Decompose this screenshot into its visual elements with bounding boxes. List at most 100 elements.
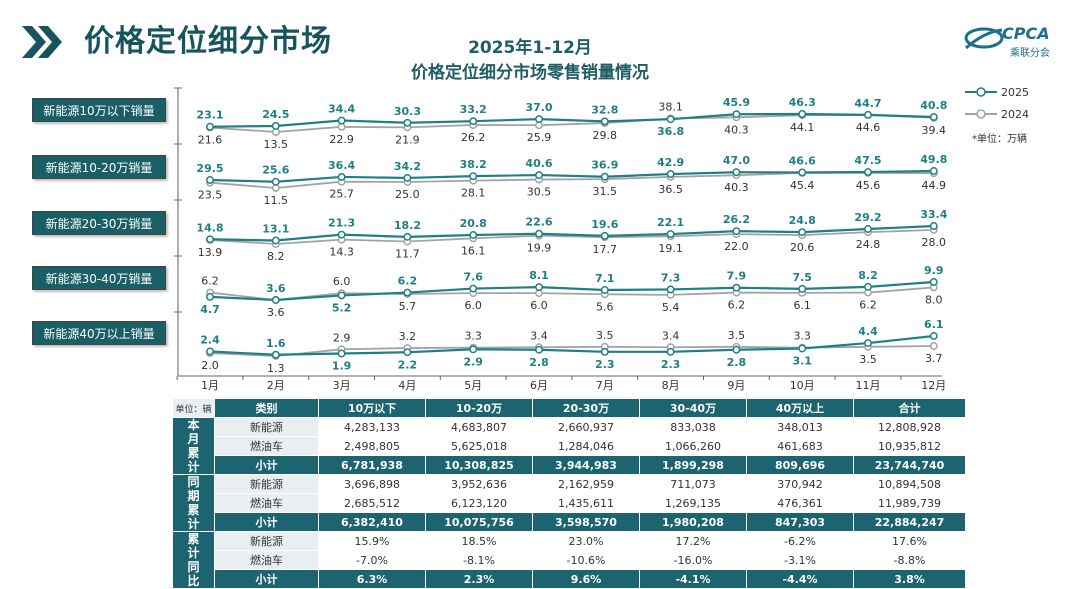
data-label-2025: 2.9 [463, 355, 483, 368]
data-label-2025: 6.2 [398, 275, 418, 288]
table-value-cell: -7.0% [318, 550, 426, 570]
data-point-2025 [206, 347, 214, 356]
data-label-2025: 2.3 [661, 358, 681, 371]
table-value-cell: 5,625,018 [425, 436, 533, 456]
table-value-cell: 833,038 [639, 417, 747, 437]
table-category-cell: 燃油车 [214, 550, 319, 570]
series-line-2025-panel-2 [209, 169, 934, 183]
data-label-2024: 21.9 [395, 133, 420, 146]
data-label-2025: 45.9 [723, 96, 750, 109]
table-value-cell: 1,435,611 [532, 493, 640, 513]
x-tick-label: 8月 [662, 379, 680, 392]
data-point-2025 [206, 235, 214, 244]
table-value-cell: 10,935,812 [853, 436, 966, 456]
data-label-2025: 3.1 [792, 355, 812, 368]
data-label-2025: 47.0 [723, 154, 750, 167]
data-label-2025: 7.6 [463, 271, 483, 284]
data-label-2025: 33.4 [920, 208, 947, 221]
data-label-2024: 45.4 [790, 179, 815, 192]
data-label-2025: 20.8 [460, 217, 487, 230]
table-value-cell: 3,952,636 [425, 474, 533, 494]
data-label-2024: 6.2 [859, 299, 877, 312]
data-point-2025 [732, 283, 741, 292]
data-point-2025 [798, 344, 807, 353]
table-header-row: 单位：辆 类别 10万以下 10-20万 20-30万 30-40万 40万以上 合计 [172, 398, 966, 418]
data-point-2025 [271, 122, 280, 130]
data-label-2025: 34.2 [394, 160, 421, 173]
data-label-2024: 6.0 [464, 299, 482, 312]
data-point-2025 [206, 176, 214, 184]
data-point-2025 [732, 168, 741, 177]
data-label-2025: 26.2 [723, 213, 750, 226]
data-point-2025 [403, 232, 412, 241]
page-title: 价格定位细分市场 [84, 24, 332, 59]
panel-label-4: 新能源30-40万销量 [32, 266, 166, 290]
table-category-cell: 小计 [214, 455, 319, 475]
table-value-cell: 847,303 [746, 512, 854, 532]
data-label-2024: 3.5 [859, 353, 877, 366]
table-value-cell: 2,162,959 [532, 474, 640, 494]
table-value-cell: -4.1% [639, 569, 747, 589]
chart-title-line2: 价格定位细分市场零售销量情况 [411, 63, 649, 83]
table-value-cell: 10,894,508 [853, 474, 966, 494]
data-label-2024: 8.2 [267, 250, 285, 263]
data-point-2025 [271, 236, 280, 245]
data-point-2025 [929, 278, 938, 286]
table-value-cell: 1,284,046 [532, 436, 640, 456]
data-point-2025 [535, 171, 543, 180]
table-value-cell: 2,660,937 [532, 417, 640, 437]
table-value-cell: 11,989,739 [853, 493, 966, 513]
data-point-2025 [469, 117, 478, 126]
series-line-2025-panel-4 [209, 280, 934, 302]
data-point-2025 [600, 172, 609, 181]
table-value-cell: 15.9% [318, 531, 426, 551]
data-point-2025 [535, 229, 543, 238]
data-label-2025: 3.6 [266, 282, 286, 295]
data-point-2025 [732, 227, 741, 236]
table-value-cell: 9.6% [532, 569, 640, 589]
series-line-2024-panel-4 [209, 286, 934, 301]
data-label-2025: 2.4 [200, 333, 220, 346]
data-label-2024: 44.9 [922, 179, 947, 192]
data-label-2025: 1.6 [266, 337, 286, 350]
data-point-2025 [864, 168, 872, 176]
table-group-label: 本月累计 [172, 417, 215, 475]
table-category-cell: 小计 [214, 512, 319, 532]
table-header-cell: 20-30万 [532, 398, 640, 418]
x-tick-label: 5月 [464, 379, 482, 392]
table-group-text: 累计同比 [187, 532, 200, 588]
x-tick-label: 3月 [333, 379, 351, 392]
table-value-cell: 3.8% [853, 569, 966, 589]
data-point-2025 [600, 231, 609, 240]
data-label-2024: 3.7 [925, 352, 943, 365]
data-label-2025: 37.0 [525, 101, 552, 114]
data-point-2025 [864, 225, 872, 233]
data-label-2025: 14.8 [196, 221, 223, 234]
data-point-2025 [798, 110, 807, 118]
data-label-2024: 2.0 [201, 359, 219, 372]
data-point-2025 [337, 291, 346, 300]
table-value-cell: 3,598,570 [532, 512, 640, 532]
data-point-2025 [732, 110, 741, 119]
data-label-2024: 23.5 [198, 189, 223, 202]
data-label-2025: 23.1 [196, 109, 223, 122]
data-label-2025: 22.6 [525, 216, 552, 229]
data-point-2025 [337, 349, 346, 358]
data-label-2024: 36.5 [658, 183, 683, 196]
data-label-2024: 22.0 [724, 240, 749, 253]
table-row: 本月累计 新能源 4,283,133 4,683,807 2,660,937 833,03… [172, 417, 966, 475]
data-label-2024: 13.5 [264, 138, 289, 151]
data-label-2025: 22.1 [657, 216, 684, 229]
table-value-cell: 4,283,133 [318, 417, 426, 437]
data-label-2025: 24.5 [262, 108, 289, 121]
x-tick-label: 12月 [921, 379, 946, 392]
data-point-2025 [864, 110, 872, 119]
data-label-2025: 44.7 [854, 97, 881, 110]
table-value-cell: 2,498,805 [318, 436, 426, 456]
x-tick-label: 1月 [201, 379, 219, 392]
data-label-2024: 11.5 [264, 194, 289, 207]
data-point-2025 [929, 113, 938, 121]
table-value-cell: -6.2% [746, 531, 854, 551]
table-row: 同期累计 新能源 3,696,898 3,952,636 2,162,959 711,07… [172, 474, 966, 532]
data-point-2025 [271, 177, 280, 186]
